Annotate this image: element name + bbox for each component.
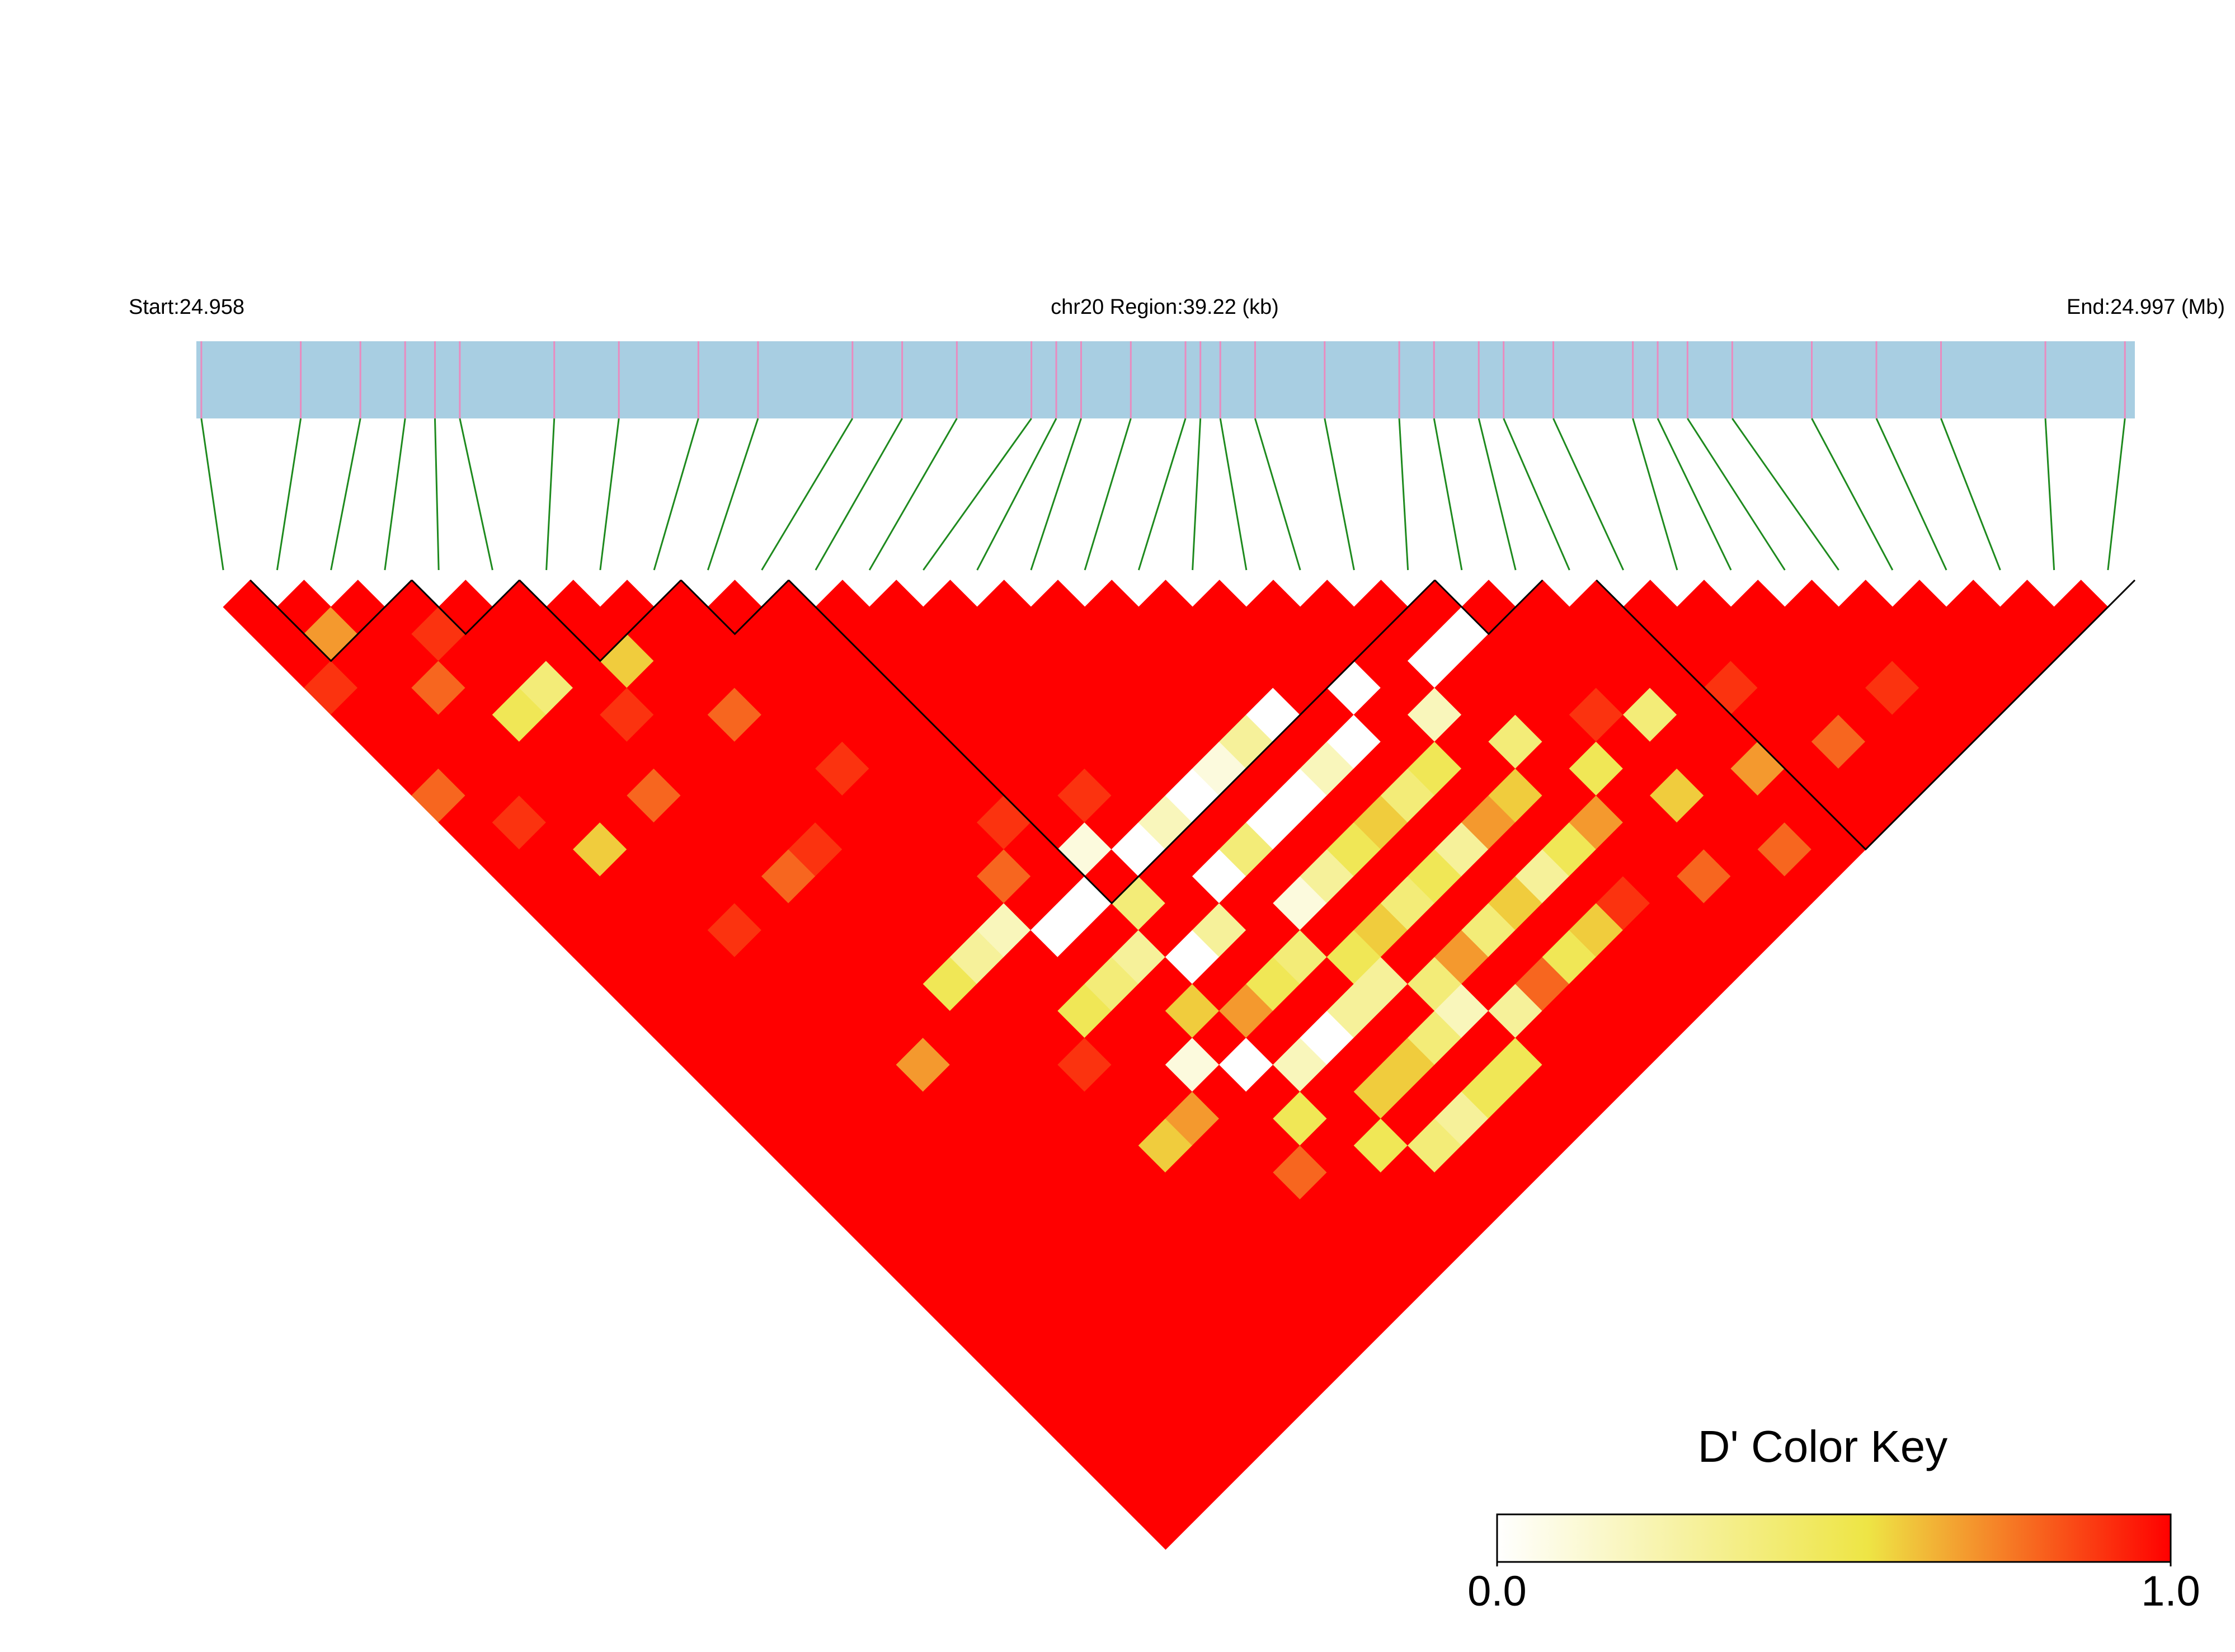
ld-block [1596,579,2136,851]
snp-link [1030,418,1082,571]
snp-link [1433,418,1463,571]
snp-link [276,418,302,571]
ld-block [250,579,413,662]
snp-link [599,418,620,571]
snp-link [1875,418,1947,571]
snp-link [868,418,958,571]
ld-block [411,579,520,636]
snp-link [1084,418,1132,571]
key-tick-label: 0.0 [1467,1568,1527,1615]
start-label: Start:24.958 [129,295,244,319]
snp-link [545,418,556,571]
snp-link [1254,418,1301,571]
snp-link [1731,418,1839,571]
ld-block [1434,579,1544,636]
key-tick-label: 1.0 [2141,1568,2200,1615]
snp-link [459,418,493,571]
region-bar [196,341,2135,418]
snp-link [707,418,759,571]
snp-link [1811,418,1894,571]
colorbar-title: D' Color Key [1698,1422,1948,1471]
end-label: End:24.997 (Mb) [2067,295,2225,319]
snp-link [1687,418,1786,571]
snp-link [653,418,699,571]
snp-link [976,418,1057,571]
snp-link [1137,418,1187,571]
ld-cells [223,580,2109,1550]
snp-link [2107,418,2126,571]
snp-link [2044,418,2055,571]
snp-link [1324,418,1355,571]
snp-link [1657,418,1732,571]
snp-link [1632,418,1678,571]
ld-block [680,579,789,636]
snp-link [330,418,361,571]
snp-link [1478,418,1517,571]
snp-link [1503,418,1570,571]
snp-link [434,418,440,571]
snp-link [1940,418,2001,571]
snp-link [815,418,903,571]
snp-link [1398,418,1409,571]
snp-link [1192,418,1202,571]
snp-link [923,418,1032,571]
snp-link [1552,418,1624,571]
color-key [1496,1513,2172,1563]
ld-block [788,579,1436,905]
region-label: chr20 Region:39.22 (kb) [1051,295,1279,319]
snp-link [384,418,406,571]
ld-block [519,579,682,662]
snp-link [761,418,854,571]
snp-link [1219,418,1248,571]
snp-link [200,418,224,571]
